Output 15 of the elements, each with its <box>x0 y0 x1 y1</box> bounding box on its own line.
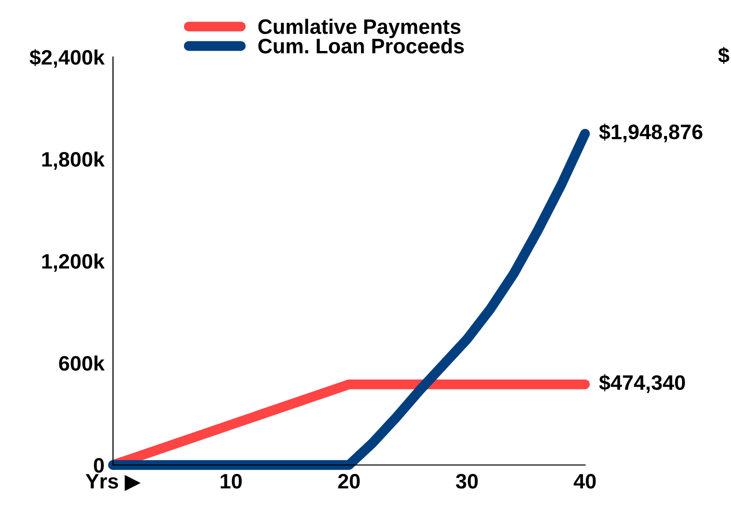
x-tick-label: 40 <box>574 474 596 489</box>
y-tick-label: $2,400k <box>30 49 105 68</box>
x-tick-label: 10 <box>220 474 242 489</box>
data-label: $474,340 <box>599 374 685 393</box>
legend-label: Cum. Loan Proceeds <box>258 38 464 54</box>
x-tick-label: 20 <box>338 474 360 489</box>
y-tick-label: 600k <box>59 355 105 371</box>
legend-label: Cumlative Payments <box>258 18 460 38</box>
y-tick-label: 1,200k <box>42 253 105 272</box>
x-tick-label: Yrs ▶ <box>86 474 141 491</box>
data-label: $1,948,876 <box>599 124 702 142</box>
x-tick-label: 30 <box>456 474 478 489</box>
text: $ <box>718 46 730 64</box>
y-tick-label: 0 <box>94 458 104 473</box>
y-tick-label: 1,800k <box>42 151 105 170</box>
